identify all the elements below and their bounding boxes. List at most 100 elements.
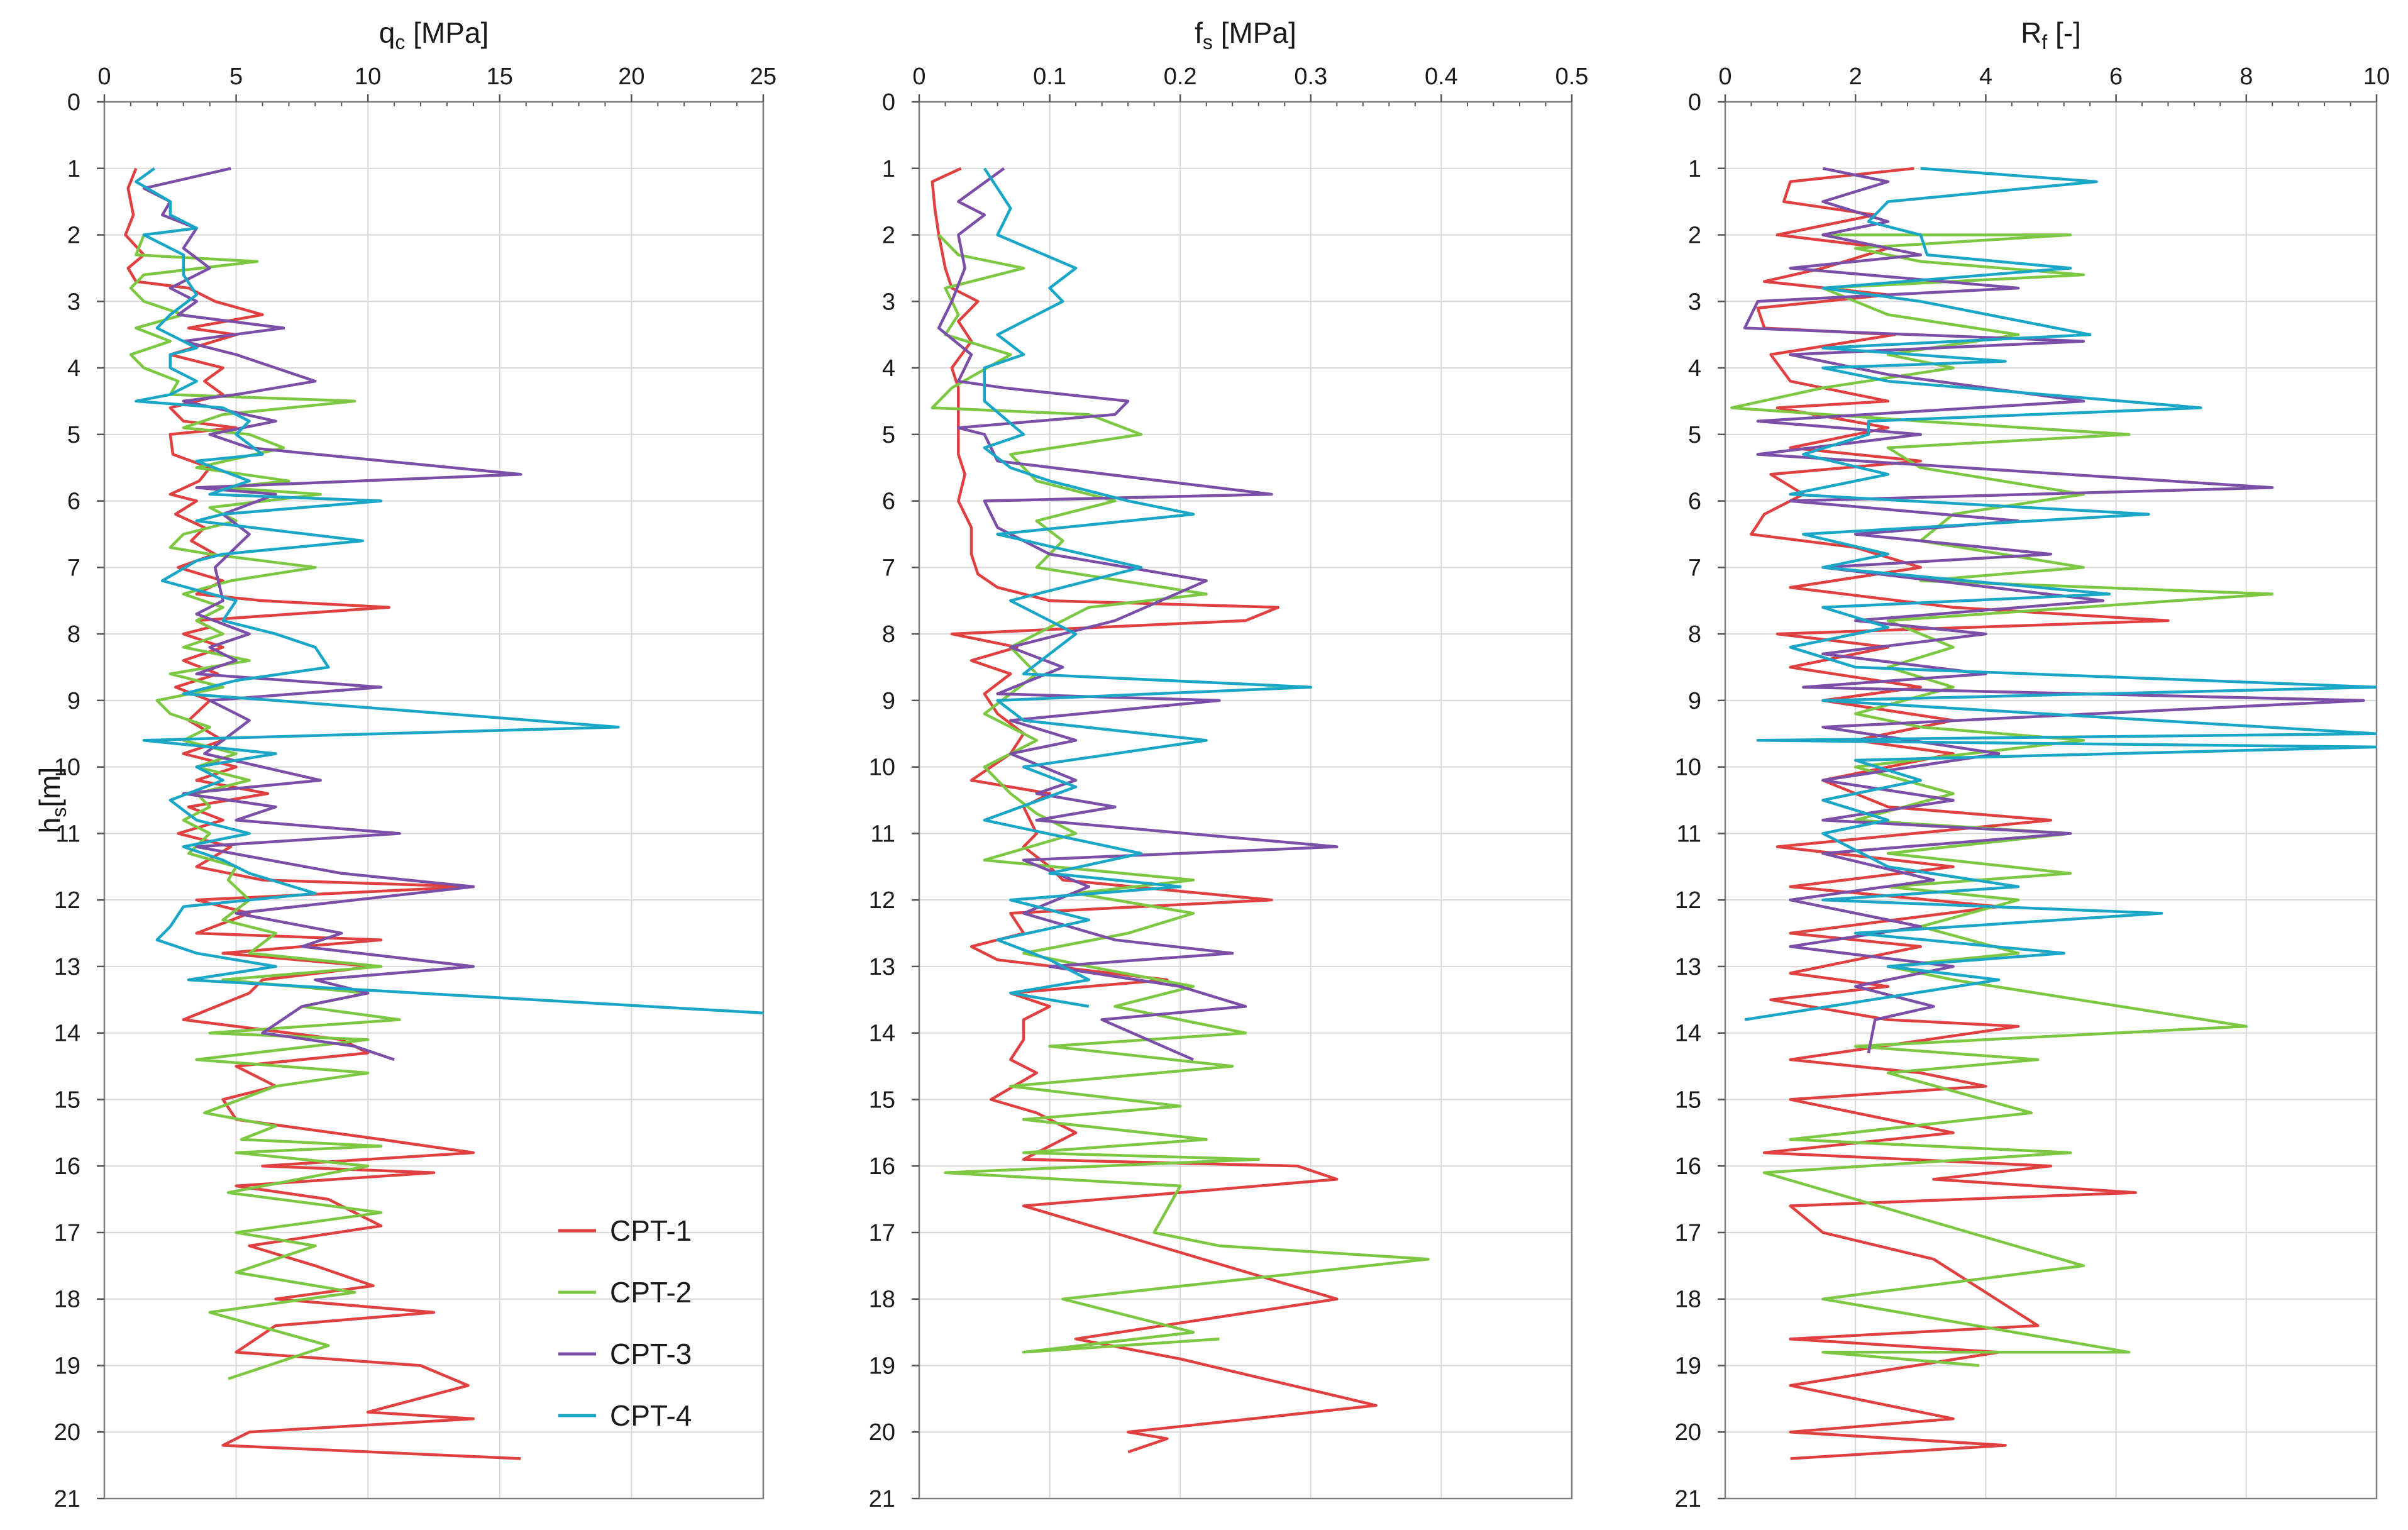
y-tick-label: 17: [1675, 1220, 1701, 1246]
x-tick-label: 0.1: [1033, 64, 1066, 90]
y-tick-label: 16: [869, 1153, 895, 1180]
plot-frame: [103, 101, 765, 1500]
y-tick-label: 6: [1688, 489, 1701, 515]
y-tick-label: 7: [67, 555, 80, 581]
y-tick-label: 7: [1688, 555, 1701, 581]
panel-title: fs [MPa]: [1195, 16, 1296, 53]
series-line-cpt-4: [983, 167, 1313, 1008]
x-tick-label: 0: [912, 64, 925, 90]
x-tick-label: 0.4: [1425, 64, 1458, 90]
x-tick-label: 20: [618, 64, 644, 90]
series-line-cpt-1: [1750, 167, 2170, 1460]
series-line-cpt-3: [937, 167, 1339, 1062]
y-tick-label: 12: [54, 887, 80, 914]
y-tick-label: 10: [869, 755, 895, 781]
x-tick-label: 0.3: [1294, 64, 1327, 90]
y-tick-label: 7: [882, 555, 895, 581]
y-tick-label: 15: [869, 1087, 895, 1113]
y-axis-label: hs[m]: [33, 767, 70, 833]
series-line-cpt-1: [124, 167, 521, 1460]
x-tick-label: 15: [487, 64, 513, 90]
y-tick-label: 15: [1675, 1087, 1701, 1113]
y-tick-label: 0: [1688, 89, 1701, 116]
y-tick-label: 13: [869, 954, 895, 980]
y-tick-label: 18: [869, 1287, 895, 1313]
series-line-cpt-4: [1744, 167, 2377, 1021]
legend-label-cpt-2: CPT-2: [610, 1276, 692, 1309]
legend-label-cpt-3: CPT-3: [610, 1338, 692, 1370]
legend-label-cpt-4: CPT-4: [610, 1399, 692, 1432]
y-tick-label: 19: [1675, 1353, 1701, 1379]
series-line-cpt-2: [1730, 233, 2274, 1367]
y-tick-label: 14: [54, 1021, 80, 1047]
y-tick-label: 12: [1675, 887, 1701, 914]
panel-title: Rf [-]: [2021, 16, 2081, 53]
y-tick-label: 21: [1675, 1486, 1701, 1512]
y-tick-label: 6: [67, 489, 80, 515]
y-tick-label: 8: [1688, 621, 1701, 648]
y-tick-label: 3: [882, 289, 895, 315]
x-tick-label: 8: [2240, 64, 2253, 90]
series-line-cpt-4: [135, 167, 763, 1015]
y-tick-label: 11: [1677, 821, 1701, 847]
y-tick-label: 8: [67, 621, 80, 648]
panel-title: qc [MPa]: [379, 16, 489, 53]
legend-label-cpt-1: CPT-1: [610, 1214, 692, 1247]
plot-frame: [918, 101, 1573, 1500]
y-tick-label: 1: [67, 156, 80, 182]
y-tick-label: 21: [54, 1486, 80, 1512]
x-tick-label: 10: [2363, 64, 2390, 90]
y-tick-label: 0: [67, 89, 80, 116]
y-tick-label: 2: [67, 223, 80, 249]
y-tick-label: 1: [882, 156, 895, 182]
x-tick-label: 2: [1849, 64, 1862, 90]
series-line-cpt-3: [142, 167, 522, 1062]
y-tick-label: 5: [67, 422, 80, 448]
x-tick-label: 6: [2109, 64, 2123, 90]
series-line-cpt-2: [931, 233, 1430, 1354]
x-tick-label: 0: [1718, 64, 1731, 90]
y-tick-label: 19: [54, 1353, 80, 1379]
y-tick-label: 2: [1688, 223, 1701, 249]
y-tick-label: 18: [1675, 1287, 1701, 1313]
y-tick-label: 6: [882, 489, 895, 515]
y-tick-label: 17: [869, 1220, 895, 1246]
x-tick-label: 10: [355, 64, 381, 90]
y-tick-label: 1: [1688, 156, 1701, 182]
y-tick-label: 9: [67, 688, 80, 714]
x-tick-label: 25: [750, 64, 776, 90]
plot-frame: [1724, 101, 2378, 1500]
y-tick-label: 21: [869, 1486, 895, 1512]
y-tick-label: 5: [882, 422, 895, 448]
y-tick-label: 11: [56, 821, 80, 847]
y-tick-label: 15: [54, 1087, 80, 1113]
y-tick-label: 8: [882, 621, 895, 648]
y-tick-label: 16: [1675, 1153, 1701, 1180]
y-tick-label: 4: [1688, 355, 1701, 382]
x-tick-label: 5: [229, 64, 243, 90]
x-tick-label: 0.2: [1164, 64, 1197, 90]
x-tick-label: 0: [97, 64, 111, 90]
y-tick-label: 12: [869, 887, 895, 914]
y-tick-label: 16: [54, 1153, 80, 1180]
y-tick-label: 18: [54, 1287, 80, 1313]
y-tick-label: 3: [67, 289, 80, 315]
y-tick-label: 17: [54, 1220, 80, 1246]
y-tick-label: 10: [1675, 755, 1701, 781]
y-tick-label: 3: [1688, 289, 1701, 315]
y-tick-label: 20: [1675, 1419, 1701, 1446]
y-tick-label: 19: [869, 1353, 895, 1379]
x-tick-label: 0.5: [1555, 64, 1589, 90]
y-tick-label: 5: [1688, 422, 1701, 448]
y-tick-label: 11: [871, 821, 895, 847]
y-tick-label: 10: [54, 755, 80, 781]
y-tick-label: 13: [54, 954, 80, 980]
y-tick-label: 4: [882, 355, 895, 382]
y-tick-label: 14: [869, 1021, 895, 1047]
y-tick-label: 9: [1688, 688, 1701, 714]
x-tick-label: 4: [1979, 64, 1992, 90]
y-tick-label: 20: [54, 1419, 80, 1446]
y-tick-label: 20: [869, 1419, 895, 1446]
y-tick-label: 14: [1675, 1021, 1701, 1047]
